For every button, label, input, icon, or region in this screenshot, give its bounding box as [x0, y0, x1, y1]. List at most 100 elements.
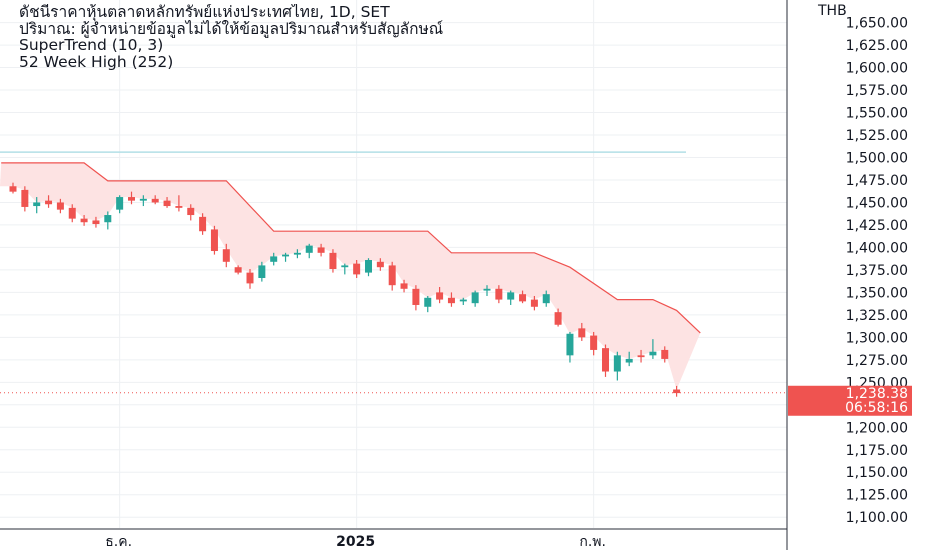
legend-supertrend[interactable]: SuperTrend (10, 3)	[19, 36, 164, 54]
candle-body	[139, 198, 147, 201]
candle	[400, 279, 408, 293]
candle	[483, 285, 491, 296]
candle-body	[447, 297, 455, 304]
supertrend-line	[1, 162, 701, 334]
candle-body	[21, 189, 29, 207]
candle	[258, 261, 266, 282]
candle-body	[519, 294, 527, 302]
candle	[234, 265, 242, 275]
candle	[21, 186, 29, 212]
candle-body	[542, 294, 550, 304]
candle-body	[459, 299, 467, 302]
candle-body	[293, 252, 301, 255]
candle-body	[554, 312, 562, 325]
candle-body	[151, 198, 159, 203]
candle	[270, 252, 278, 266]
candle-body	[270, 256, 278, 262]
candle-body	[341, 265, 349, 268]
candle-body	[673, 389, 681, 394]
candle	[566, 331, 574, 363]
candle-body	[578, 328, 586, 338]
time-tick-label: 2025	[336, 534, 375, 550]
candle	[282, 252, 290, 262]
candle	[590, 331, 598, 356]
candle-body	[365, 260, 372, 273]
candle-body	[507, 292, 515, 300]
price-tick-label: 1,375.00	[846, 263, 908, 279]
price-tick-label: 1,500.00	[846, 150, 908, 166]
price-tick-label: 1,425.00	[846, 218, 908, 234]
candle	[116, 195, 124, 214]
price-tick-label: 1,625.00	[846, 38, 908, 54]
supertrend-area	[0, 162, 701, 390]
candle	[128, 191, 135, 205]
price-tick-label: 1,200.00	[846, 420, 908, 436]
candle	[9, 182, 17, 194]
candle-body	[649, 351, 657, 356]
bar-countdown: 06:58:16	[845, 400, 908, 416]
candle	[519, 290, 527, 304]
candle-body	[661, 349, 669, 359]
price-tick-label: 1,150.00	[846, 465, 908, 481]
candle	[578, 322, 586, 341]
candle	[554, 308, 562, 327]
candle-body	[353, 263, 361, 275]
candle-body	[210, 229, 218, 252]
candle-body	[436, 292, 444, 300]
price-tick-label: 1,125.00	[846, 488, 908, 504]
price-tick-label: 1,450.00	[846, 195, 908, 211]
legend-52week-high[interactable]: 52 Week High (252)	[19, 52, 174, 70]
candle-body	[566, 333, 574, 356]
price-tick-label: 1,275.00	[846, 353, 908, 369]
price-axis-background	[787, 0, 932, 550]
candle-body	[33, 202, 41, 207]
candle	[210, 225, 218, 255]
time-tick-label: ธ.ค.	[105, 534, 132, 550]
price-tick-label: 1,300.00	[846, 330, 908, 346]
candle	[365, 258, 372, 277]
candle-body	[530, 299, 538, 307]
candle-body	[128, 197, 135, 201]
candle	[376, 258, 384, 271]
candle-body	[412, 288, 420, 305]
candle	[341, 263, 349, 275]
candle-body	[163, 200, 171, 207]
candle-body	[424, 297, 432, 307]
candles	[9, 182, 681, 397]
candle	[329, 249, 337, 273]
legend-symbol-title[interactable]: ดัชนีราคาหุ้นตลาดหลักทรัพย์แห่งประเทศไทย…	[19, 4, 390, 21]
candle-body	[602, 348, 609, 372]
candle-body	[9, 186, 17, 192]
candle-body	[234, 267, 242, 273]
candle-body	[56, 202, 64, 210]
candle-body	[68, 207, 76, 219]
price-tick-label: 1,350.00	[846, 285, 908, 301]
candle	[673, 385, 681, 397]
time-axis[interactable]: ธ.ค. 2025 ก.พ.	[105, 534, 606, 550]
candle-body	[45, 200, 53, 205]
supertrend-path	[1, 162, 701, 334]
candle-body	[483, 288, 491, 291]
candle-body	[199, 216, 207, 232]
chart-legend: ดัชนีราคาหุ้นตลาดหลักทรัพย์แห่งประเทศไทย…	[19, 4, 785, 70]
candle	[388, 261, 396, 291]
candle	[459, 297, 467, 305]
candle-body	[80, 218, 88, 223]
price-tick-label: 1,525.00	[846, 128, 908, 144]
last-price-badge-bg	[788, 385, 912, 416]
candle-body	[246, 272, 254, 284]
candle	[602, 344, 609, 377]
candle-body	[329, 252, 337, 269]
candle	[305, 243, 313, 259]
candle-body	[282, 254, 290, 257]
candle	[495, 285, 503, 304]
price-tick-label: 1,175.00	[846, 443, 908, 459]
candle-body	[104, 215, 112, 223]
price-tick-label: 1,475.00	[846, 173, 908, 189]
currency-label: THB	[817, 3, 847, 19]
candle	[187, 204, 195, 221]
price-tick-label: 1,325.00	[846, 308, 908, 324]
